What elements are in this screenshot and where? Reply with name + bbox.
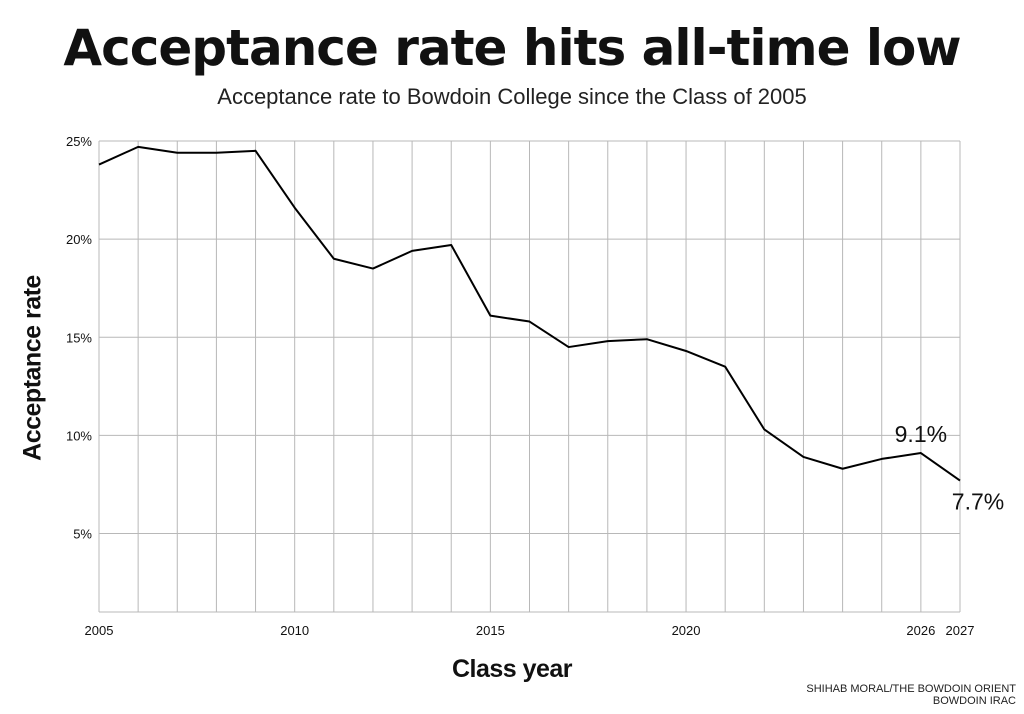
chart-subtitle: Acceptance rate to Bowdoin College since… [217,84,807,109]
y-tick-label: 25% [66,134,92,149]
credit-line-1: SHIHAB MORAL/THE BOWDOIN ORIENT [806,683,1016,695]
x-axis-label: Class year [451,655,573,683]
y-tick-label: 10% [66,428,92,443]
chart-title: Acceptance rate hits all-time low [63,19,961,77]
x-tick-label: 2010 [280,623,309,638]
y-tick-label: 5% [73,527,92,542]
photo-credit: SHIHAB MORAL/THE BOWDOIN ORIENT BOWDOIN … [806,683,1016,707]
x-tick-label: 2026 [906,623,935,638]
tick-labels: 25% 20% 15% 10% 5% 2005 2010 2015 2020 2026 2027 [66,134,974,638]
x-tick-label: 2020 [672,623,701,638]
data-labels: 9.1% 7.7% [895,421,1005,514]
y-tick-label: 15% [66,330,92,345]
x-tick-label: 2015 [476,623,505,638]
y-tick-label: 20% [66,232,92,247]
data-label-2026: 9.1% [895,421,947,447]
series-line-acceptance-rate [98,145,961,482]
x-tick-label: 2005 [85,623,114,638]
gridlines [98,140,961,613]
credit-line-2: BOWDOIN IRAC [932,695,1016,707]
x-tick-label: 2027 [946,623,975,638]
data-label-2027: 7.7% [952,489,1004,515]
y-axis-label: Acceptance rate [18,275,47,461]
